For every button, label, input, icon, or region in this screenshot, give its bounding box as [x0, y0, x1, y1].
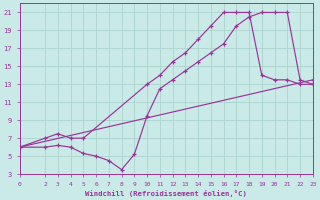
X-axis label: Windchill (Refroidissement éolien,°C): Windchill (Refroidissement éolien,°C): [85, 190, 247, 197]
